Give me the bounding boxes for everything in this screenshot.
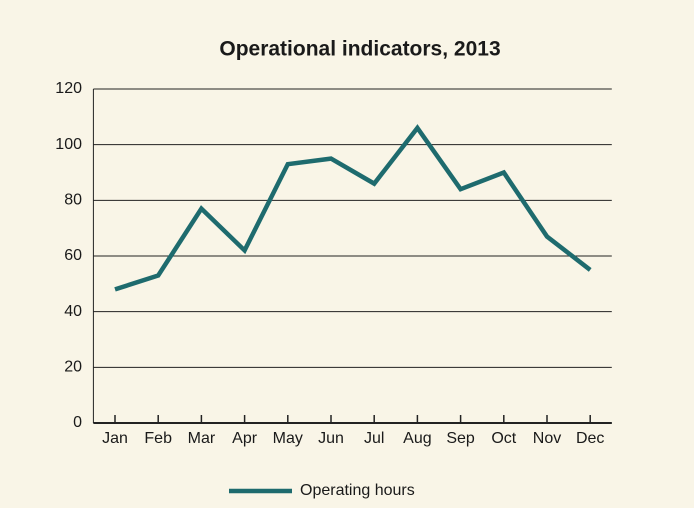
y-tick-label: 120 <box>55 80 82 97</box>
x-tick-label: Oct <box>491 430 516 447</box>
x-tick-label: Jan <box>102 430 128 447</box>
x-tick-label: May <box>273 430 303 447</box>
y-tick-label: 100 <box>55 136 82 153</box>
x-tick-label: Jun <box>318 430 344 447</box>
legend-label: Operating hours <box>300 482 415 499</box>
data-line <box>114 124 592 292</box>
y-tick-label: 0 <box>73 414 82 431</box>
x-tick-label: Apr <box>232 430 258 447</box>
x-tick-label: Feb <box>144 430 172 447</box>
y-tick-label: 40 <box>64 303 82 320</box>
chart-title: Operational indicators, 2013 <box>219 38 500 61</box>
x-tick-label: Dec <box>576 430 604 447</box>
x-tick-label: Sep <box>446 430 475 447</box>
y-tick-label: 60 <box>64 247 82 264</box>
x-tick-label: Mar <box>188 430 216 447</box>
y-tick-label: 20 <box>64 359 82 376</box>
x-tick-label: Jul <box>364 430 384 447</box>
y-tick-label: 80 <box>64 192 82 209</box>
x-tick-label: Aug <box>403 430 431 447</box>
x-tick-label: Nov <box>533 430 561 447</box>
